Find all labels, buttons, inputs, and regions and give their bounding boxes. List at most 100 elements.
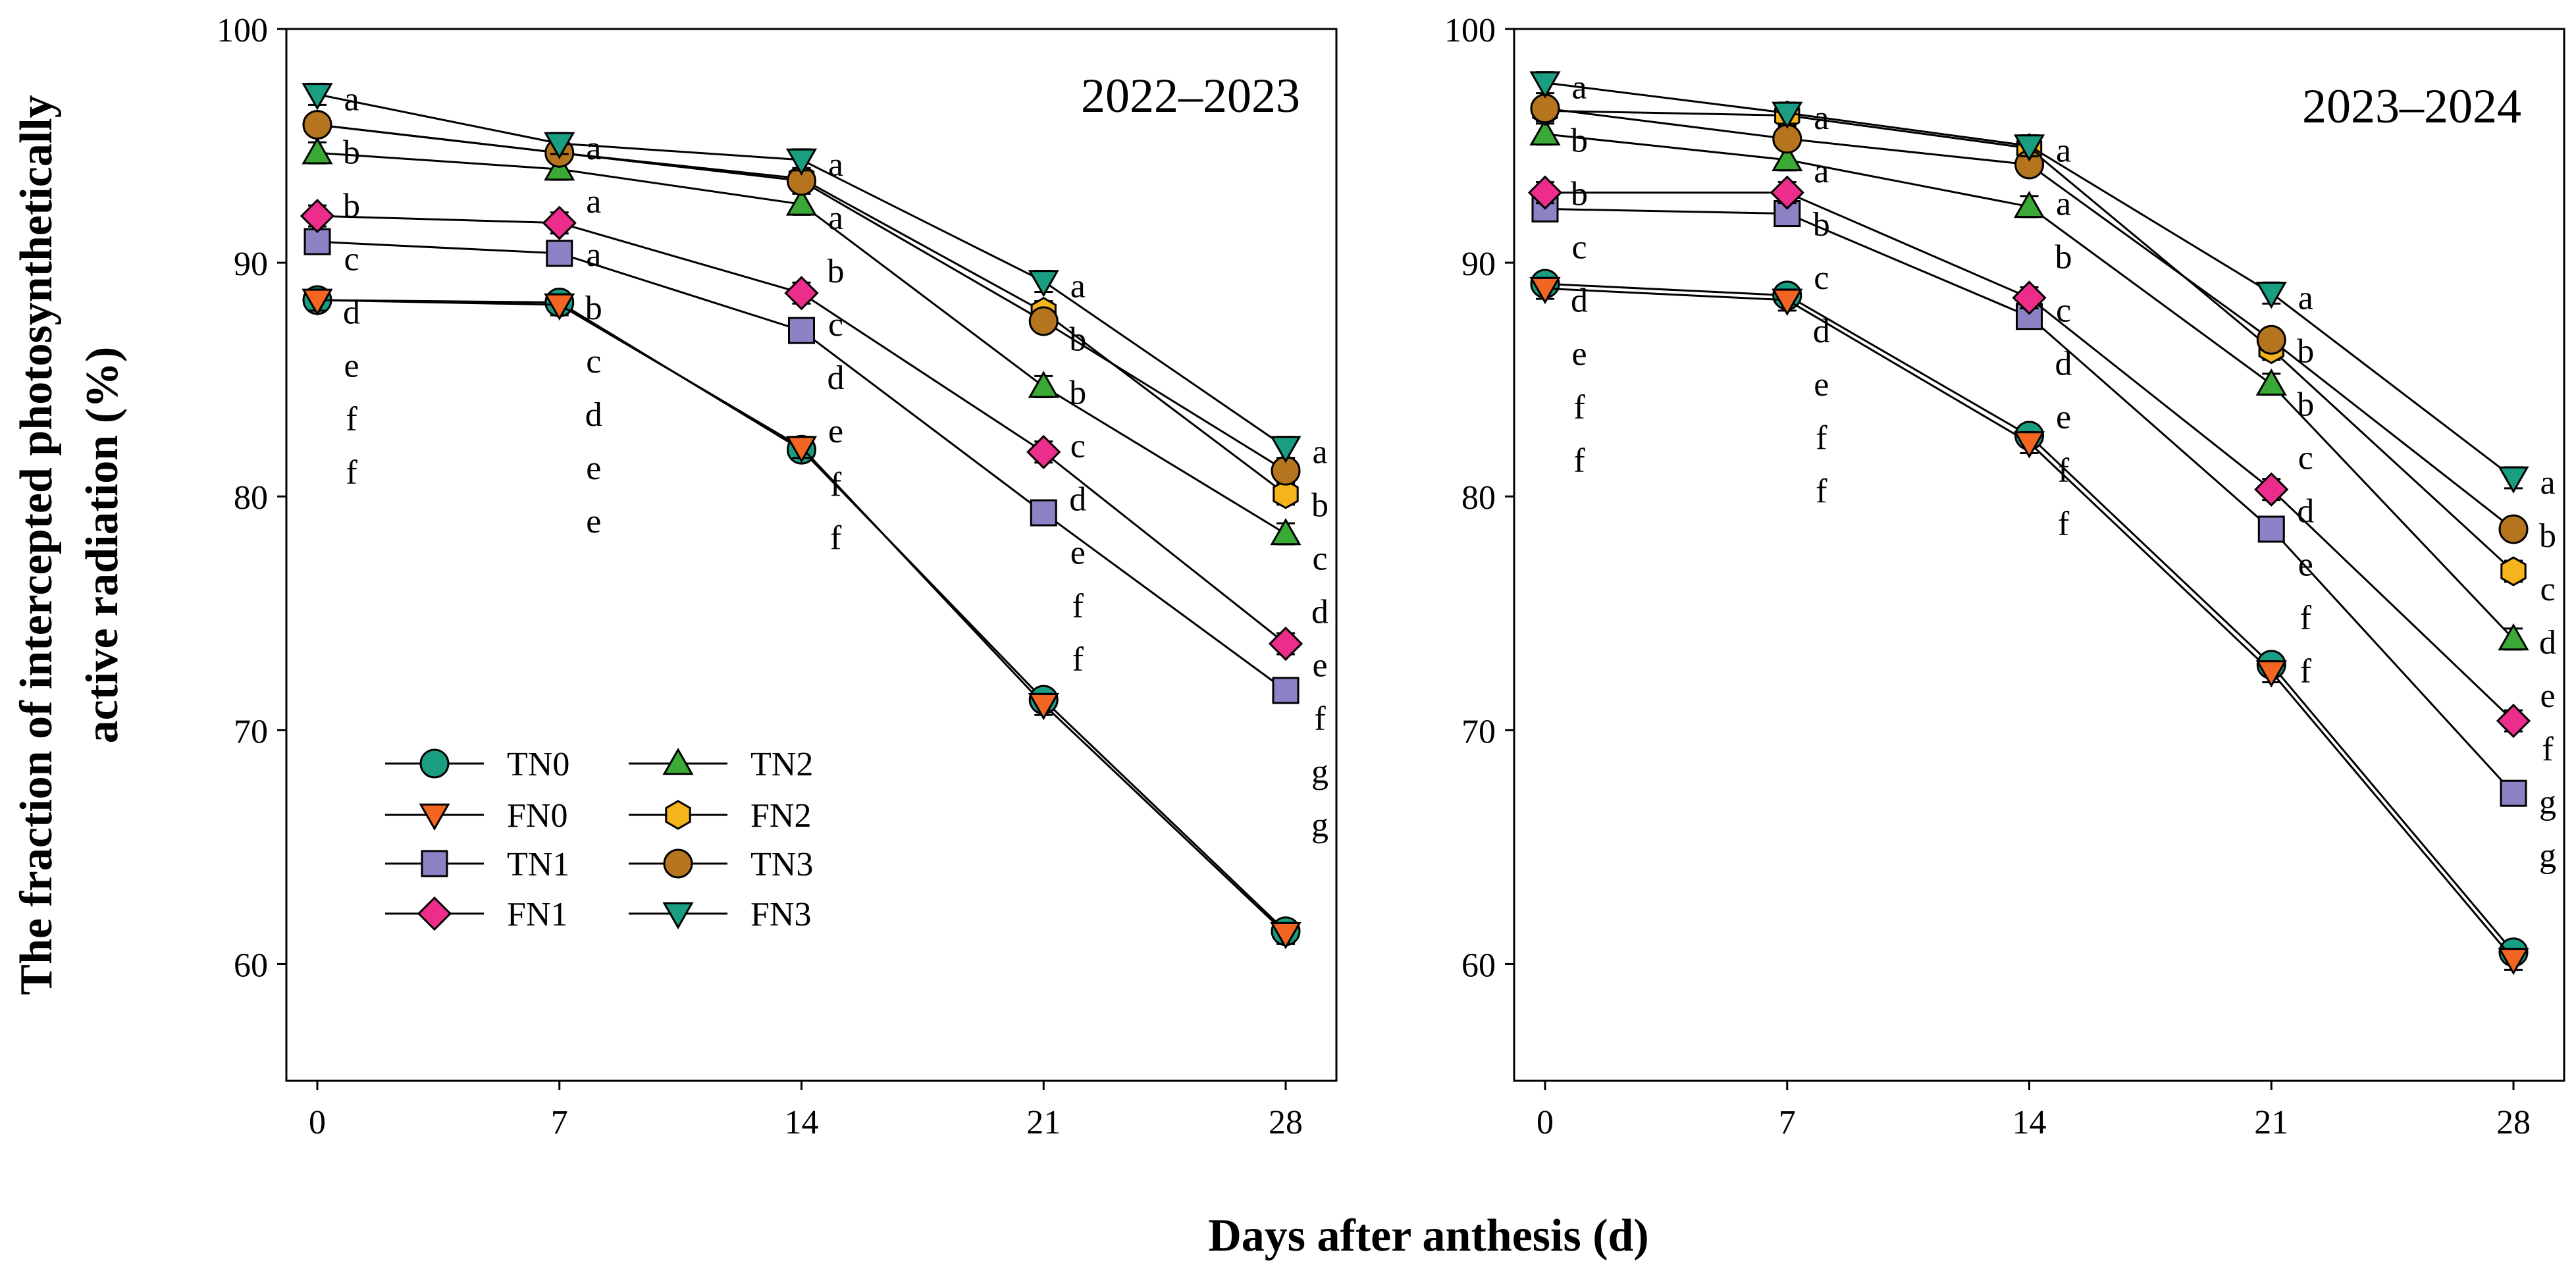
significance-letter: e [586,503,601,540]
significance-letter: b [343,187,360,224]
data-point-FN0 [2013,431,2045,459]
y-axis-title: The fraction of intercepted photosynthet… [11,95,128,995]
legend-item-TN3: TN3 [629,846,813,883]
y-tick-label: 80 [234,479,268,517]
significance-letter: c [344,240,359,278]
y-axis-title-line2: active radiation (%) [77,347,128,744]
significance-letter: f [1072,641,1084,679]
significance-letter: d [828,359,845,397]
data-point-FN3 [302,83,333,111]
series-TN2 [302,137,1301,546]
significance-letter: f [1072,588,1084,625]
data-point-FN1 [784,276,819,311]
data-point-TN2 [2498,623,2529,651]
significance-letter: b [2297,386,2314,423]
data-point-TN1 [2257,515,2285,543]
panel-title: 2022–2023 [1081,69,1300,123]
y-axis-title-line1: The fraction of intercepted photosynthet… [11,95,62,995]
series-TN2 [1529,118,2529,651]
significance-letter: b [1069,321,1086,359]
legend-item-FN1: FN1 [385,896,567,933]
data-point-FN2 [2500,556,2527,586]
significance-letter: a [2056,186,2071,223]
significance-letter: e [2540,677,2555,715]
significance-letter: f [2542,731,2554,768]
data-point-TN1 [788,317,815,344]
series-TN1 [303,228,1300,704]
significance-letter: a [1070,268,1086,305]
series-line-FN2 [1544,109,2515,573]
x-tick-label: 14 [2012,1104,2047,1141]
legend-marker-TN0 [419,748,450,779]
data-point-TN3 [2256,325,2286,355]
significance-letter: f [1573,442,1585,480]
series-FN1 [1527,175,2531,739]
legend-item-FN2: FN2 [629,797,811,835]
significance-letter: a [344,80,359,118]
significance-letter: f [2058,506,2070,543]
significance-letter: d [2055,346,2072,383]
legend-label: TN0 [507,746,569,783]
series-line-TN0 [1544,282,2515,953]
data-point-TN3 [1772,124,1802,154]
series-line-FN3 [317,93,1286,448]
data-point-TN2 [1028,371,1059,398]
legend-label: TN3 [750,846,813,883]
significance-letter: b [1813,206,1830,244]
data-point-FN0 [2255,660,2287,688]
plot-frame [285,28,1338,1082]
significance-letter: a [828,199,843,237]
data-point-TN3 [2498,514,2529,544]
significance-letter: g [2539,784,2556,821]
series-FN1 [300,198,1303,662]
x-tick-label: 21 [2254,1104,2288,1141]
significance-letter: f [1816,473,1827,510]
legend-item-TN2: TN2 [629,746,813,783]
significance-letter: d [585,396,602,434]
data-point-TN2 [1270,518,1301,546]
significance-letter: c [1070,428,1086,465]
significance-letter: b [343,134,360,171]
significance-letter: f [1573,389,1585,427]
significance-letter: a [1814,153,1829,190]
significance-letter: e [344,347,359,384]
significance-letter: e [1571,336,1587,373]
legend: TN0 FN0 TN1 FN1 TN2 FN2 TN3 FN3 [385,746,813,933]
significance-letter: f [1314,700,1326,738]
data-point-TN2 [785,188,818,216]
data-point-TN1 [1030,499,1057,527]
significance-letter: b [828,253,845,290]
data-point-FN2 [1273,479,1299,509]
y-tick-label: 60 [1461,947,1496,984]
x-axis-title: Days after anthesis (d) [1208,1210,1649,1261]
legend-item-FN0: FN0 [385,797,567,835]
data-point-FN1 [1527,175,1563,210]
significance-letter: b [1069,375,1086,412]
legend-item-FN3: FN3 [629,896,811,933]
x-tick-label: 14 [785,1104,819,1141]
significance-letter: c [586,343,601,380]
significance-letter: d [2539,624,2556,662]
legend-marker-FN3 [662,902,694,930]
series-line-TN0 [317,299,1287,932]
significance-letter: a [1312,434,1327,471]
significance-letter: b [2297,332,2314,370]
data-point-FN1 [2012,280,2047,315]
data-point-FN3 [2255,282,2287,309]
significance-letter: b [585,290,602,327]
data-point-FN1 [1770,175,1804,210]
significance-letter: f [2058,452,2070,490]
panel-title: 2023–2024 [2302,80,2521,134]
significance-letter: e [2056,399,2071,436]
legend-label: FN1 [507,896,567,933]
significance-letter: d [1571,282,1588,320]
data-point-FN0 [302,288,333,316]
legend-marker-FN0 [419,803,450,831]
significance-letter: d [343,294,360,331]
data-point-FN3 [1270,436,1301,463]
x-tick-label: 0 [309,1104,326,1141]
